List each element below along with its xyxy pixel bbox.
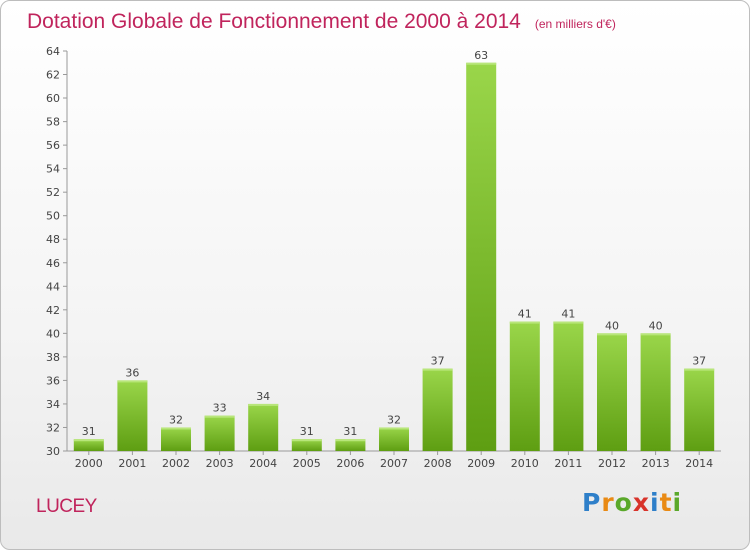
- x-tick-label-2006: 2006: [336, 457, 364, 470]
- bar-2013: [640, 333, 671, 451]
- bar-highlight-2008: [422, 368, 453, 371]
- x-tick-label-2008: 2008: [424, 457, 452, 470]
- data-label-2001: 36: [125, 366, 139, 379]
- bar-2002: [161, 427, 191, 451]
- y-tick-label: 54: [46, 163, 60, 176]
- x-tick-label-2012: 2012: [598, 457, 626, 470]
- bar-2011: [553, 321, 584, 451]
- bar-2014: [684, 368, 715, 451]
- y-tick-label: 46: [46, 257, 60, 270]
- bar-highlight-2007: [379, 427, 409, 430]
- y-tick-label: 58: [46, 116, 60, 129]
- data-label-2007: 32: [387, 413, 401, 426]
- logo-letter: i: [650, 488, 660, 517]
- data-label-2005: 31: [300, 425, 314, 438]
- bar-2010: [509, 321, 540, 451]
- x-tick-label-2005: 2005: [293, 457, 321, 470]
- bar-highlight-2009: [466, 62, 497, 65]
- logo-letter: r: [601, 488, 615, 517]
- chart-title-main: Dotation Globale de Fonctionnement de 20…: [27, 10, 521, 33]
- bar-2007: [379, 427, 409, 451]
- y-tick-label: 52: [46, 186, 60, 199]
- bar-2008: [422, 368, 453, 451]
- y-tick-label: 50: [46, 210, 60, 223]
- x-tick-label-2013: 2013: [642, 457, 670, 470]
- data-label-2013: 40: [649, 319, 663, 332]
- logo-letter: P: [582, 488, 602, 517]
- y-tick-label: 48: [46, 233, 60, 246]
- data-label-2009: 63: [474, 49, 488, 62]
- bar-2005: [291, 439, 322, 451]
- bar-2006: [335, 439, 366, 451]
- logo-letter: x: [632, 488, 650, 517]
- bar-2012: [597, 333, 627, 451]
- data-label-2002: 32: [169, 413, 183, 426]
- chart-bars: [73, 62, 715, 451]
- data-label-2006: 31: [343, 425, 357, 438]
- bar-highlight-2013: [640, 333, 671, 336]
- y-tick-label: 32: [46, 421, 60, 434]
- data-label-2003: 33: [213, 402, 227, 415]
- bar-highlight-2003: [204, 415, 235, 418]
- bar-highlight-2000: [73, 439, 104, 442]
- y-tick-label: 56: [46, 139, 60, 152]
- logo-letter: t: [659, 488, 673, 517]
- bar-highlight-2011: [553, 321, 584, 324]
- commune-name: LUCEY: [36, 496, 97, 517]
- bar-highlight-2005: [291, 439, 322, 442]
- bar-highlight-2006: [335, 439, 366, 442]
- y-tick-label: 44: [46, 280, 60, 293]
- y-tick-label: 62: [46, 69, 60, 82]
- bar-2000: [73, 439, 104, 451]
- y-tick-label: 42: [46, 304, 60, 317]
- x-tick-label-2010: 2010: [511, 457, 539, 470]
- x-tick-label-2000: 2000: [75, 457, 103, 470]
- y-tick-label: 60: [46, 92, 60, 105]
- y-tick-label: 40: [46, 327, 60, 340]
- chart-title: Dotation Globale de Fonctionnement de 20…: [27, 10, 616, 34]
- chart-title-unit: (en milliers d'€): [534, 17, 616, 31]
- bar-highlight-2004: [248, 403, 279, 406]
- y-tick-label: 30: [46, 445, 60, 458]
- x-tick-label-2007: 2007: [380, 457, 408, 470]
- x-tick-label-2001: 2001: [118, 457, 146, 470]
- bar-2003: [204, 415, 235, 451]
- y-tick-label: 64: [46, 45, 60, 58]
- bar-highlight-2014: [684, 368, 715, 371]
- data-label-2010: 41: [518, 308, 532, 321]
- x-tick-label-2004: 2004: [249, 457, 277, 470]
- data-label-2014: 37: [692, 355, 706, 368]
- data-label-2012: 40: [605, 319, 619, 332]
- x-tick-label-2014: 2014: [685, 457, 713, 470]
- x-tick-label-2002: 2002: [162, 457, 190, 470]
- bar-2001: [117, 380, 148, 451]
- x-tick-label-2009: 2009: [467, 457, 495, 470]
- data-label-2011: 41: [561, 308, 575, 321]
- data-label-2004: 34: [256, 390, 270, 403]
- chart-labels: 31 2000 36 2001 32 2002 33 2003 34 2004 31 2005 31 20…: [75, 49, 713, 470]
- bar-2004: [248, 403, 279, 451]
- y-tick-label: 38: [46, 351, 60, 364]
- proxiti-logo: Proxiti: [582, 488, 682, 517]
- bar-highlight-2012: [597, 333, 627, 336]
- bar-2009: [466, 62, 497, 451]
- x-tick-label-2011: 2011: [554, 457, 582, 470]
- data-label-2000: 31: [82, 425, 96, 438]
- bar-highlight-2001: [117, 380, 148, 383]
- logo-letter: o: [614, 488, 633, 517]
- y-tick-label: 36: [46, 374, 60, 387]
- y-tick-label: 34: [46, 398, 60, 411]
- bar-highlight-2002: [161, 427, 191, 430]
- data-label-2008: 37: [431, 355, 445, 368]
- x-tick-label-2003: 2003: [206, 457, 234, 470]
- logo-letter: i: [672, 488, 683, 517]
- bar-highlight-2010: [509, 321, 540, 324]
